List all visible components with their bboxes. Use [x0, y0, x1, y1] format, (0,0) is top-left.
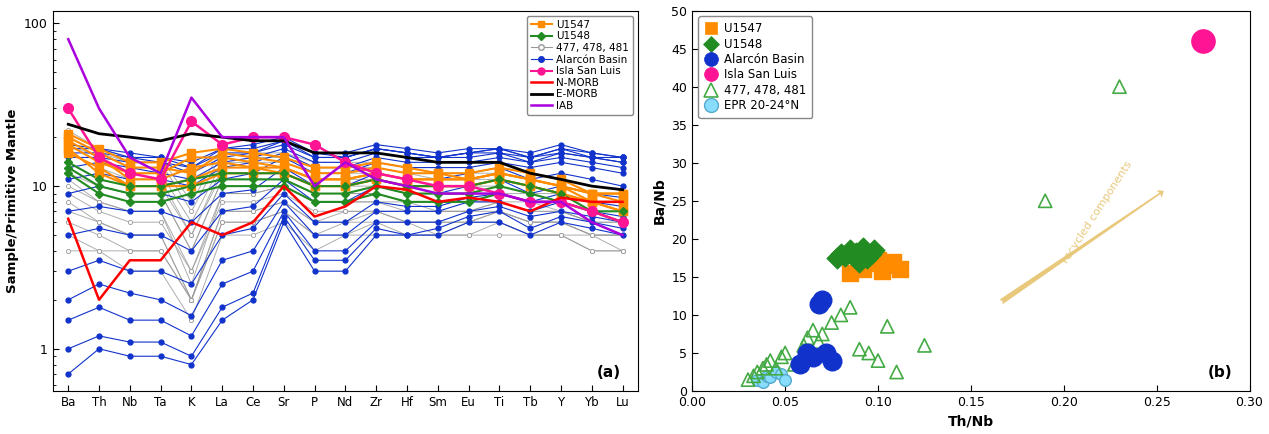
Point — [784, 361, 805, 368]
Point — [840, 247, 860, 254]
Point — [775, 376, 796, 383]
Point — [864, 247, 884, 254]
Point — [772, 353, 792, 360]
Point — [756, 372, 777, 379]
Point — [812, 296, 832, 303]
Point — [760, 357, 780, 364]
Point — [744, 372, 764, 379]
Point — [772, 371, 792, 378]
Point — [840, 270, 860, 276]
Point — [756, 361, 777, 368]
Point — [808, 300, 829, 307]
Point — [859, 349, 879, 356]
Point — [821, 319, 841, 326]
Point — [831, 250, 851, 257]
Point — [808, 338, 829, 345]
Point — [797, 334, 817, 341]
Point — [775, 349, 796, 356]
Text: recycled components: recycled components — [1061, 160, 1134, 266]
Point — [849, 346, 869, 353]
Point — [1109, 83, 1129, 90]
Point — [793, 342, 813, 349]
Point — [859, 258, 879, 265]
Point — [821, 357, 841, 364]
Point — [816, 349, 836, 356]
Point — [803, 353, 824, 360]
Point — [864, 260, 884, 266]
Text: (a): (a) — [596, 365, 621, 380]
Point — [853, 244, 873, 251]
Point — [849, 258, 869, 265]
Point — [883, 258, 904, 265]
Point — [803, 327, 824, 334]
Point — [835, 252, 855, 259]
Point — [765, 368, 786, 375]
Point — [914, 342, 934, 349]
X-axis label: Th/Nb: Th/Nb — [948, 414, 994, 428]
Point — [797, 349, 817, 356]
Legend: U1547, U1548, 477, 478, 481, Alarcón Basin, Isla San Luis, N-MORB, E-MORB, IAB: U1547, U1548, 477, 478, 481, Alarcón Bas… — [527, 16, 633, 115]
Point — [1193, 37, 1213, 44]
Point — [1036, 197, 1056, 204]
Point — [860, 250, 881, 257]
Point — [789, 361, 810, 368]
Point — [845, 249, 865, 256]
Point — [849, 262, 869, 269]
Legend: U1547, U1548, Alarcón Basin, Isla San Luis, 477, 478, 481, EPR 20-24°N: U1547, U1548, Alarcón Basin, Isla San Lu… — [698, 16, 812, 118]
Point — [853, 266, 873, 273]
Point — [753, 365, 773, 372]
Point — [747, 368, 768, 375]
Point — [737, 376, 758, 383]
Y-axis label: Sample/Primitive Mantle: Sample/Primitive Mantle — [5, 108, 19, 293]
Point — [840, 304, 860, 311]
Point — [747, 376, 768, 383]
Point — [877, 323, 897, 330]
Y-axis label: Ba/Nb: Ba/Nb — [652, 178, 666, 224]
Point — [887, 368, 907, 375]
Point — [760, 374, 780, 381]
Point — [831, 312, 851, 319]
Point — [816, 349, 836, 356]
Point — [868, 357, 888, 364]
Point — [890, 266, 910, 273]
Point — [812, 330, 832, 337]
Text: (b): (b) — [1208, 365, 1232, 380]
Point — [753, 378, 773, 385]
Point — [877, 262, 897, 269]
Point — [827, 254, 848, 261]
Point — [857, 254, 877, 261]
Point — [872, 267, 892, 274]
Point — [765, 365, 786, 372]
Point — [868, 256, 888, 263]
